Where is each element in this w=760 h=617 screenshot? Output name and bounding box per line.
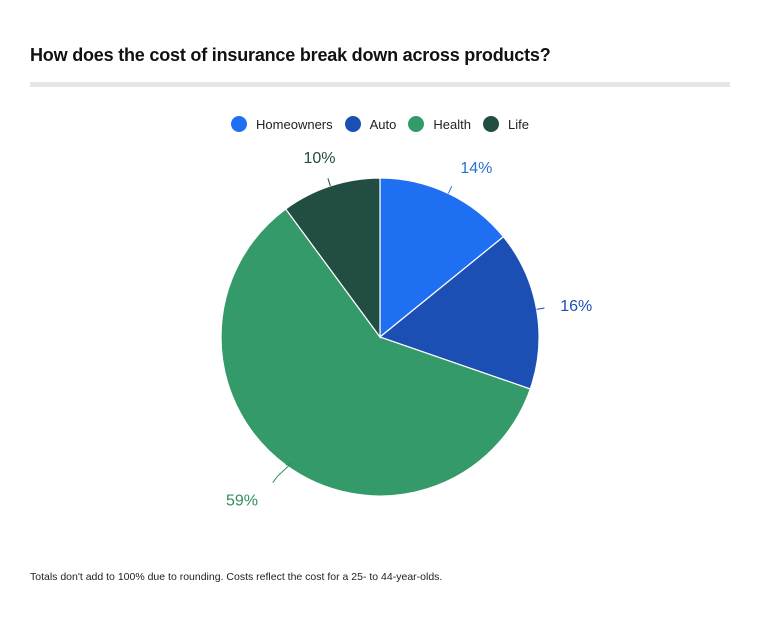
legend-label-auto: Auto bbox=[369, 116, 397, 132]
leader-line-homeowners bbox=[447, 185, 453, 194]
chart-title: How does the cost of insurance break dow… bbox=[30, 45, 551, 65]
legend-label-homeowners: Homeowners bbox=[256, 116, 333, 132]
leader-line-auto bbox=[536, 307, 545, 310]
data-label-homeowners: 14% bbox=[460, 160, 492, 177]
legend-swatch-health bbox=[408, 116, 425, 132]
leader-line-life bbox=[327, 178, 331, 187]
legend-item-homeowners: Homeowners bbox=[231, 116, 333, 132]
data-label-life: 10% bbox=[303, 150, 335, 167]
data-label-health: 59% bbox=[226, 492, 258, 509]
legend-item-life: Life bbox=[482, 116, 529, 132]
legend-swatch-life bbox=[482, 116, 499, 132]
legend-label-health: Health bbox=[433, 116, 471, 132]
title-divider bbox=[30, 82, 730, 87]
data-label-auto: 16% bbox=[560, 298, 592, 315]
chart-footnote: Totals don't add to 100% due to rounding… bbox=[30, 571, 443, 583]
legend-label-life: Life bbox=[507, 116, 529, 132]
pie-slice-homeowners bbox=[379, 177, 505, 339]
legend-swatch-auto bbox=[344, 116, 361, 132]
chart-legend: Homeowners Auto Health Life bbox=[0, 116, 760, 132]
leader-line-health bbox=[272, 462, 293, 484]
legend-item-health: Health bbox=[408, 116, 471, 132]
legend-swatch-homeowners bbox=[231, 116, 248, 132]
legend-item-auto: Auto bbox=[344, 116, 397, 132]
